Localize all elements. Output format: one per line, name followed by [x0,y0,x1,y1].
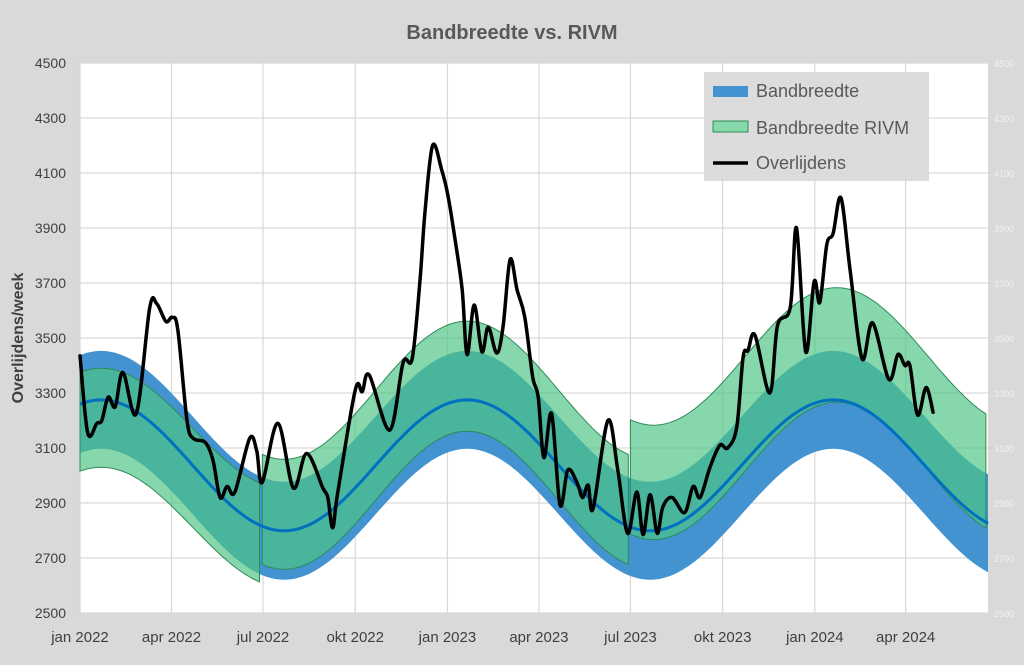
x-tick-label: apr 2023 [509,629,568,646]
x-tick-label: okt 2023 [694,629,752,646]
y-tick-label-right: 3700 [994,279,1014,289]
x-tick-label: apr 2022 [142,629,201,646]
legend: Bandbreedte Bandbreedte RIVM Overlijdens [704,72,929,181]
y-tick-label-right: 2700 [994,554,1014,564]
y-tick-label: 2700 [35,550,66,566]
rivm-band-segment [261,320,629,570]
y-tick-label: 2900 [35,495,66,511]
y-tick-label: 4500 [35,55,66,71]
y-tick-label: 4300 [35,110,66,126]
y-tick-label: 3300 [35,385,66,401]
legend-swatch-bandbreedte [713,86,748,97]
x-axis: jan 2022 apr 2022 jul 2022 okt 2022 jan 2023… [50,629,935,646]
y-tick-label-right: 4100 [994,169,1014,179]
y-tick-label-right: 2500 [994,609,1014,619]
y-tick-label: 3700 [35,275,66,291]
rivm-band-segment [629,287,987,541]
y-axis: 2500 2500 2700 2700 2900 2900 3100 3100 3300 3300… [35,55,1014,621]
overlijdens-line [78,142,935,537]
series-lines [78,142,989,537]
x-tick-label: jan 2022 [50,629,109,646]
chart-title: Bandbreedte vs. RIVM [406,22,617,44]
y-tick-label-right: 3900 [994,224,1014,234]
y-tick-label: 3900 [35,220,66,236]
y-tick-label-right: 4300 [994,114,1014,124]
bands [79,287,988,583]
y-tick-label: 2500 [35,605,66,621]
y-axis-title: Overlijdens/week [10,273,27,404]
y-tick-label-right: 3500 [994,334,1014,344]
y-tick-label: 3500 [35,330,66,346]
y-tick-label: 3100 [35,440,66,456]
y-tick-label-right: 3100 [994,444,1014,454]
x-tick-label: apr 2024 [876,629,935,646]
x-tick-label: jul 2022 [236,629,290,646]
bandbreedte-center-line [79,398,989,533]
x-tick-label: jul 2023 [603,629,657,646]
y-tick-label-right: 4500 [994,59,1014,69]
legend-label-rivm: Bandbreedte RIVM [756,118,909,138]
x-tick-label: jan 2023 [418,629,477,646]
x-tick-label: okt 2022 [326,629,384,646]
y-tick-label: 4100 [35,165,66,181]
x-tick-label: jan 2024 [785,629,844,646]
legend-swatch-rivm [712,120,749,133]
y-tick-label-right: 3300 [994,389,1014,399]
gridlines [79,62,988,614]
legend-label-overlijdens: Overlijdens [756,153,846,173]
y-tick-label-right: 2900 [994,499,1014,509]
legend-label-bandbreedte: Bandbreedte [756,81,859,101]
